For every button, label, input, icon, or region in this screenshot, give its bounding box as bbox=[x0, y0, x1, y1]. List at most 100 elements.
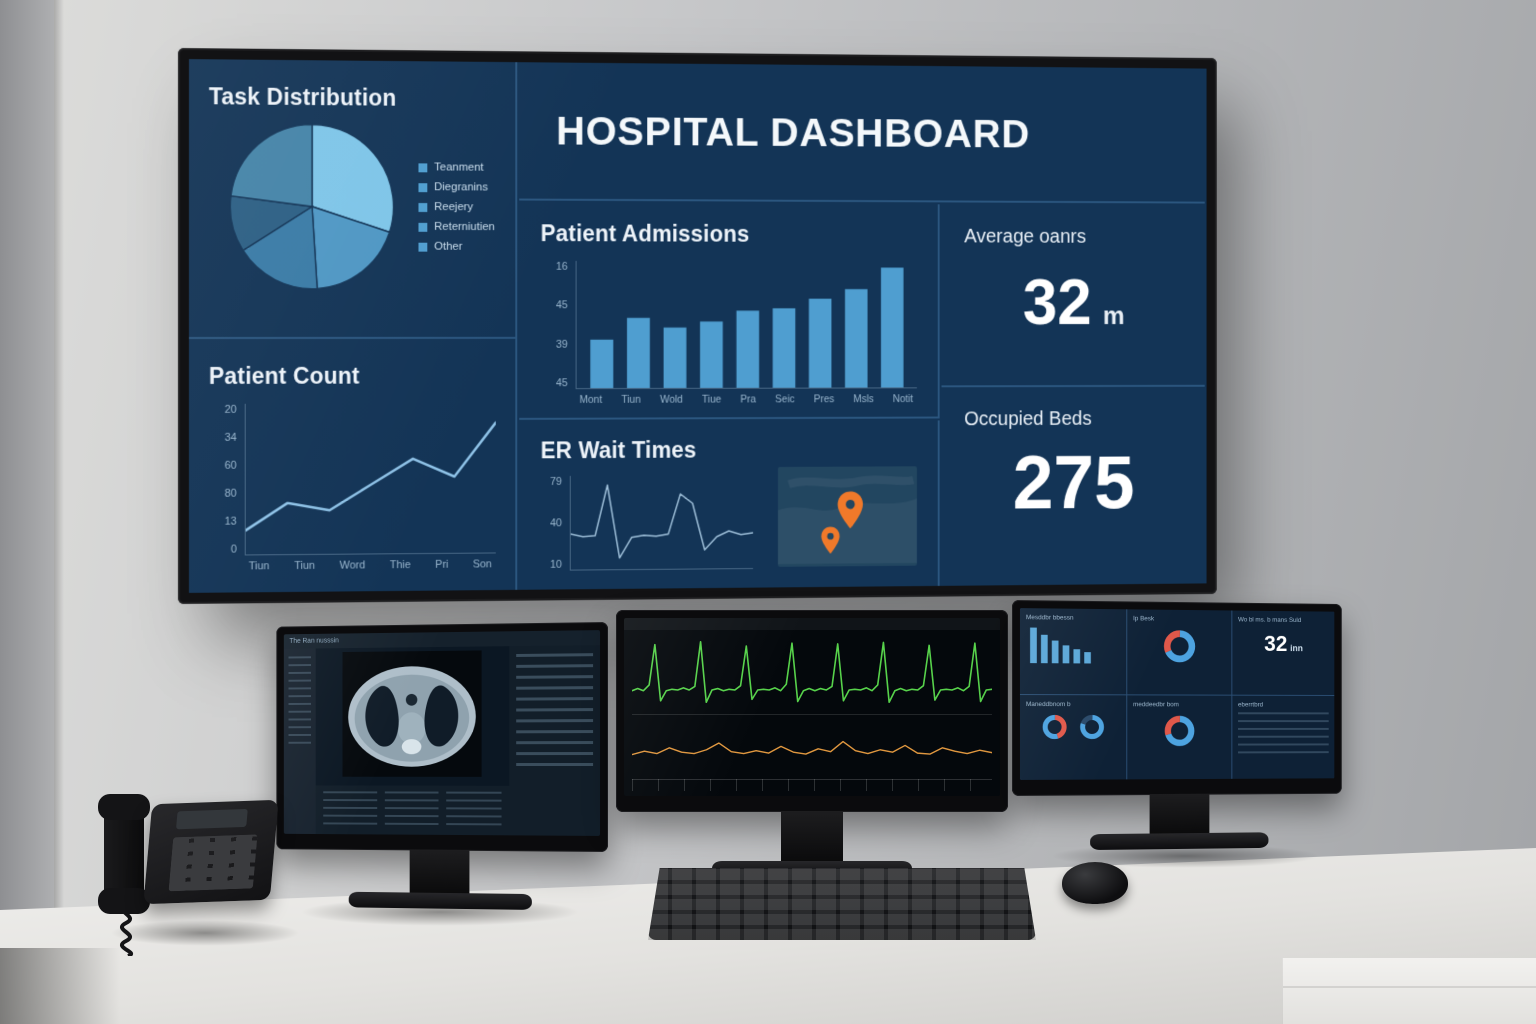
er-wait-times-title: ER Wait Times bbox=[541, 436, 917, 464]
text-placeholder-block bbox=[384, 791, 438, 829]
imaging-viewport bbox=[316, 646, 510, 835]
waveform-time-axis bbox=[632, 779, 992, 791]
x-label: Mont bbox=[579, 394, 602, 409]
text-placeholder-block bbox=[447, 792, 502, 830]
average-wait-value: 32 m bbox=[964, 270, 1182, 334]
pie-legend: Teanment Diegranins Reejery Reterniutien… bbox=[418, 153, 494, 260]
value-number: 32 bbox=[1023, 266, 1092, 338]
mini-panel-title: eberrtbrd bbox=[1238, 701, 1329, 708]
dashboard-title: HOSPITAL DASHBOARD bbox=[556, 107, 1030, 156]
ecg-waveform bbox=[632, 636, 992, 708]
x-label: Pres bbox=[814, 393, 835, 408]
imaging-app-title: The Ran nusssin bbox=[289, 637, 338, 644]
legend-item: Diegranins bbox=[418, 181, 494, 193]
x-label: Pra bbox=[740, 394, 756, 409]
patient-count-title: Patient Count bbox=[209, 363, 496, 390]
x-label: Thie bbox=[390, 559, 411, 574]
phone-keypad bbox=[169, 834, 258, 891]
patient-admissions-chart-area: 16 45 39 45 Mont Tiun Wold Tiue Pra Seic… bbox=[541, 261, 917, 409]
mini-panel-title: meddeedbr bom bbox=[1133, 701, 1226, 708]
average-wait-panel: Average oanrs 32 m bbox=[942, 204, 1205, 387]
waveform-divider bbox=[632, 714, 992, 715]
wall-corner-strip bbox=[0, 0, 54, 1024]
task-distribution-panel: Task Distribution Teanment Diegranins Re… bbox=[189, 59, 515, 339]
desk-front-edge-shadow bbox=[0, 948, 120, 1024]
dashboard-header: HOSPITAL DASHBOARD bbox=[519, 62, 1204, 203]
legend-item: Other bbox=[418, 241, 494, 253]
x-label: Seic bbox=[775, 394, 795, 409]
donut-pair bbox=[1026, 712, 1120, 742]
text-placeholder-block bbox=[516, 653, 593, 773]
monitor-stand-base bbox=[349, 892, 532, 910]
er-wait-line-chart bbox=[570, 475, 753, 571]
value-number: 32 bbox=[1264, 631, 1287, 656]
pie-chart-area: Teanment Diegranins Reejery Reterniutien… bbox=[209, 120, 496, 292]
patient-admissions-title: Patient Admissions bbox=[541, 220, 917, 248]
donut-chart bbox=[1077, 712, 1106, 742]
legend-item: Reejery bbox=[418, 201, 494, 213]
y-tick: 0 bbox=[231, 544, 237, 556]
x-label: Wold bbox=[660, 394, 683, 409]
mini-bar-chart bbox=[1026, 625, 1095, 663]
secondary-waveform bbox=[632, 720, 992, 768]
donut-chart bbox=[1160, 626, 1199, 666]
y-tick: 45 bbox=[556, 300, 568, 312]
vitals-screen bbox=[624, 618, 1000, 796]
mini-dashboard-grid: Mesddbr bbessn Ip Besk Wo bl ms. b mans … bbox=[1020, 608, 1334, 780]
dashboard-screen: Task Distribution Teanment Diegranins Re… bbox=[189, 59, 1207, 593]
mini-dashboard-screen: Mesddbr bbessn Ip Besk Wo bl ms. b mans … bbox=[1020, 608, 1334, 780]
text-placeholder-block bbox=[323, 791, 377, 828]
value-unit: inn bbox=[1290, 643, 1303, 653]
occupied-beds-panel: Occupied Beds 275 bbox=[942, 389, 1205, 586]
monitor-bezel bbox=[616, 610, 1008, 812]
text-placeholder-block bbox=[289, 656, 311, 743]
phone-display bbox=[176, 809, 248, 829]
y-axis-ticks: 20 34 60 80 13 0 bbox=[209, 404, 245, 556]
legend-item: Reterniutien bbox=[418, 221, 494, 233]
imaging-info-panel bbox=[509, 645, 600, 836]
x-label: Son bbox=[473, 558, 492, 573]
er-wait-chart-area: 79 40 10 bbox=[541, 475, 753, 571]
keyboard bbox=[648, 868, 1036, 940]
er-wait-times-panel: ER Wait Times 79 40 10 bbox=[519, 420, 939, 589]
dashboard-left-column: Task Distribution Teanment Diegranins Re… bbox=[189, 59, 517, 593]
imaging-app-body bbox=[284, 645, 600, 836]
monitor-vitals bbox=[616, 610, 1008, 877]
x-label: Notit bbox=[893, 393, 913, 408]
mini-panel-donut-pair: Maneddbnom b bbox=[1020, 695, 1126, 780]
x-label: Tiun bbox=[249, 560, 270, 575]
patient-count-chart-area: 20 34 60 80 13 0 Tiun Tiun Word Thi bbox=[209, 403, 496, 576]
legend-swatch bbox=[418, 203, 427, 212]
donut-chart bbox=[1040, 712, 1070, 742]
monitor-bezel: The Ran nusssin bbox=[276, 622, 608, 852]
patient-count-line-chart bbox=[245, 403, 496, 555]
x-axis-labels: Mont Tiun Wold Tiue Pra Seic Pres Msls N… bbox=[576, 388, 917, 408]
x-label: Msls bbox=[853, 393, 874, 408]
text-placeholder-block bbox=[1238, 712, 1329, 755]
imaging-screen: The Ran nusssin bbox=[284, 630, 600, 836]
wall-display: Task Distribution Teanment Diegranins Re… bbox=[178, 48, 1217, 604]
legend-label: Teanment bbox=[434, 161, 483, 173]
phone-handset bbox=[104, 798, 144, 910]
monitor-stand-base bbox=[1090, 832, 1268, 850]
y-tick: 16 bbox=[556, 261, 568, 273]
donut-chart bbox=[1161, 712, 1198, 749]
y-tick: 60 bbox=[225, 460, 237, 472]
y-axis-ticks: 16 45 39 45 bbox=[541, 261, 576, 389]
y-tick: 45 bbox=[556, 377, 568, 389]
mini-panel-bars: Mesddbr bbessn bbox=[1020, 608, 1126, 694]
imaging-data-rows bbox=[316, 785, 510, 835]
er-wait-content: 79 40 10 bbox=[541, 474, 917, 571]
y-tick: 79 bbox=[550, 476, 562, 488]
er-location-map bbox=[778, 466, 917, 567]
desk-cabinet bbox=[1282, 958, 1536, 1024]
task-distribution-pie-chart bbox=[227, 120, 397, 292]
legend-label: Reejery bbox=[434, 201, 473, 213]
monitor-stand-neck bbox=[410, 849, 470, 893]
mini-panel-text: eberrtbrd bbox=[1232, 695, 1334, 779]
mini-panel-title: Maneddbnom b bbox=[1026, 701, 1120, 708]
y-axis-ticks: 79 40 10 bbox=[541, 476, 570, 571]
y-tick: 39 bbox=[556, 338, 568, 350]
mini-panel-number: Wo bl ms. b mans Suld 32 inn bbox=[1232, 611, 1334, 695]
y-tick: 10 bbox=[550, 559, 562, 571]
